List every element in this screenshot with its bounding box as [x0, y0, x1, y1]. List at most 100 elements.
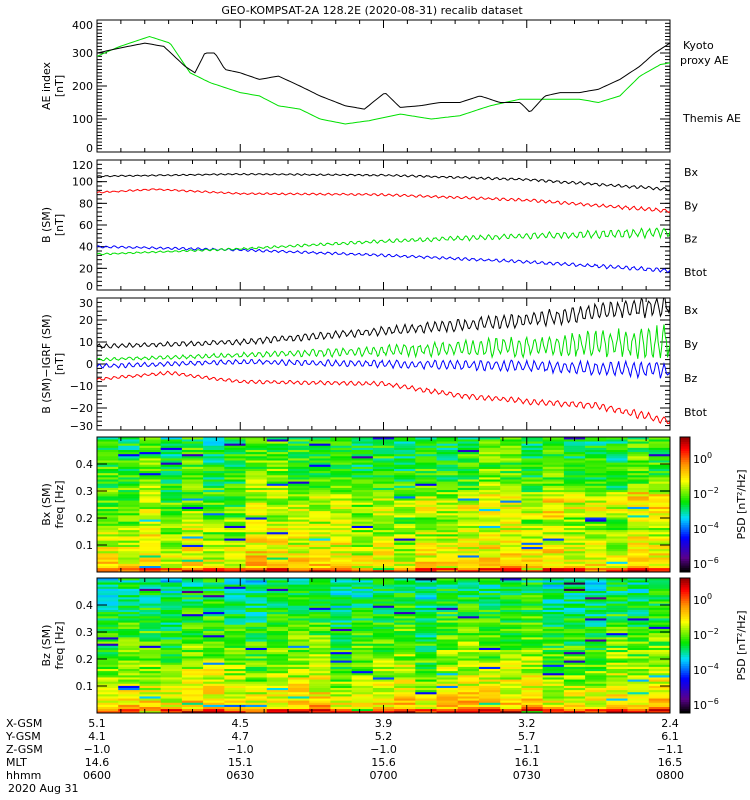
spectrogram-cell	[330, 546, 352, 550]
spectrogram-cell	[500, 613, 522, 617]
spectrogram-cell	[627, 502, 650, 505]
spectrogram-cell	[563, 679, 586, 682]
spectrogram-cell	[606, 679, 628, 682]
spectrogram-cell	[479, 538, 501, 541]
spectrogram-cell	[415, 599, 437, 602]
y-axis-label-unit: freq [Hz]	[53, 480, 66, 528]
spectrogram-cell	[394, 599, 416, 602]
spectrogram-cell	[627, 542, 650, 545]
spectrogram-cell	[436, 637, 459, 640]
spectrogram-cell	[288, 548, 310, 552]
spectrogram-cell	[394, 696, 416, 699]
panel-spec_bz: 0.10.20.30.4Bz (SM) freq [Hz]10010−210−41…	[40, 577, 748, 714]
spectrogram-cell	[627, 479, 650, 482]
spectrogram-cell	[563, 553, 586, 556]
spectrogram-cell	[97, 451, 119, 455]
spectrogram-cell	[372, 596, 395, 600]
colorbar-segment	[680, 466, 690, 469]
spectrogram-cell	[266, 534, 289, 537]
spectrogram-cell	[627, 634, 650, 638]
spectrogram-cell	[394, 569, 416, 573]
spectrogram-cell	[160, 559, 183, 562]
spectrogram-cell	[394, 651, 416, 655]
spectrogram-cell	[542, 603, 565, 606]
spectrogram-cell	[415, 681, 437, 684]
spectrogram-cell	[563, 519, 586, 522]
spectrogram-cell	[542, 523, 565, 526]
spectrogram-cell	[372, 468, 395, 472]
spectrogram-cell	[415, 586, 437, 589]
spectrogram-cell	[97, 519, 119, 522]
spectrogram-cell	[203, 641, 225, 644]
spectrogram-cell	[309, 441, 331, 444]
spectrogram-cell	[563, 594, 586, 598]
spectrogram-cell	[648, 489, 671, 493]
spectrogram-cell	[457, 550, 480, 554]
spectrogram-cell	[330, 437, 352, 440]
spectrogram-cell	[372, 489, 395, 493]
spectrogram-cell	[436, 584, 459, 587]
spectrogram-cell	[563, 455, 586, 459]
spectrogram-cell	[203, 672, 225, 676]
spectrogram-cell	[521, 534, 543, 537]
spectrogram-cell	[139, 599, 161, 602]
spectrogram-cell	[563, 639, 586, 642]
spectrogram-cell	[224, 455, 246, 459]
spectrogram-cell	[627, 563, 650, 566]
spectrogram-cell	[181, 632, 204, 636]
spectrogram-cell	[648, 491, 671, 495]
spectrogram-cell	[585, 437, 607, 440]
spectrogram-cell	[245, 468, 268, 472]
spectrogram-cell	[479, 689, 501, 693]
spectrogram-cell	[648, 578, 671, 581]
spectrogram-cell	[457, 656, 480, 659]
spectrogram-cell	[585, 534, 607, 537]
spectrogram-cell	[542, 487, 565, 491]
spectrogram-cell	[415, 670, 437, 674]
spectrogram-cell	[436, 470, 459, 474]
spectrogram-cell	[436, 679, 459, 682]
spectrogram-cell	[203, 502, 225, 505]
spectrogram-cell	[627, 517, 650, 520]
spectrogram-cell	[288, 643, 310, 646]
spectrogram-cell	[118, 613, 140, 617]
spectrogram-cell	[266, 447, 289, 450]
spectrogram-cell	[479, 460, 501, 463]
spectrogram-cell	[372, 491, 395, 495]
spectrogram-cell	[479, 628, 501, 632]
spectrogram-cell	[224, 687, 246, 691]
spectrogram-cell	[245, 553, 268, 556]
spectrogram-cell	[266, 508, 289, 512]
spectrogram-cell	[181, 453, 204, 457]
spectrogram-cell	[585, 599, 607, 602]
spectrogram-cell	[521, 666, 543, 669]
spectrogram-cell	[139, 611, 161, 615]
spectrogram-cell	[118, 634, 140, 638]
spectrogram-cell	[181, 559, 204, 562]
spectrogram-cell	[118, 609, 140, 613]
spectrogram-cell	[500, 603, 522, 606]
spectrogram-cell	[139, 645, 161, 648]
spectrogram-cell	[394, 441, 416, 444]
spectrogram-cell	[563, 653, 586, 657]
spectrogram-cell	[160, 643, 183, 646]
colorbar-segment	[680, 593, 690, 597]
spectrogram-cell	[351, 531, 374, 535]
spectrogram-cell	[479, 700, 501, 703]
spectrogram-cell	[97, 592, 119, 596]
spectrogram-cell	[542, 569, 565, 573]
spectrogram-cell	[521, 451, 543, 455]
spectrogram-cell	[139, 607, 161, 610]
spectrogram-cell	[563, 592, 586, 596]
spectrogram-cell	[563, 540, 586, 543]
spectrogram-cell	[309, 550, 331, 554]
spectrogram-cell	[627, 637, 650, 640]
spectrogram-cell	[627, 489, 650, 493]
y-axis-label-line: B (SM)−IGRF (SM)	[40, 314, 53, 414]
spectrogram-cell	[160, 599, 183, 602]
spectrogram-cell	[245, 645, 268, 648]
spectrogram-cell	[351, 498, 374, 501]
spectrogram-cell	[500, 536, 522, 539]
spectrogram-cell	[457, 683, 480, 686]
